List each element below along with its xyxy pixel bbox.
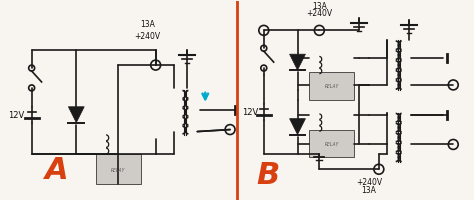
Text: +240V: +240V bbox=[135, 32, 161, 41]
Text: 13A: 13A bbox=[140, 20, 155, 29]
Text: 12V: 12V bbox=[8, 111, 24, 120]
Text: RELAY: RELAY bbox=[325, 141, 339, 146]
Polygon shape bbox=[290, 119, 305, 135]
Text: 13A: 13A bbox=[362, 185, 376, 194]
Text: RELAY: RELAY bbox=[111, 167, 126, 172]
Bar bbox=[310, 73, 354, 100]
Text: 12V: 12V bbox=[242, 108, 258, 117]
Polygon shape bbox=[290, 55, 305, 71]
Bar bbox=[310, 130, 354, 158]
Bar bbox=[96, 155, 141, 184]
Polygon shape bbox=[68, 107, 84, 123]
Text: 13A: 13A bbox=[312, 2, 327, 11]
Text: +240V: +240V bbox=[306, 9, 332, 18]
Text: B: B bbox=[256, 160, 279, 189]
Text: A: A bbox=[45, 155, 68, 184]
Text: +240V: +240V bbox=[356, 177, 382, 186]
Text: RELAY: RELAY bbox=[325, 84, 339, 89]
